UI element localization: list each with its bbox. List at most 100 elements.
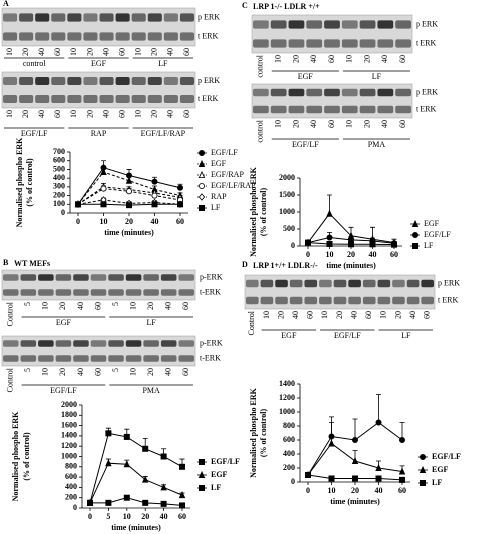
blot-band	[83, 95, 98, 103]
blot-band	[260, 279, 274, 288]
blot-band	[55, 355, 72, 362]
legend-label: LF	[211, 483, 221, 492]
lane-label: 20	[291, 55, 300, 63]
blot-band	[35, 95, 50, 103]
point	[375, 463, 382, 472]
blot-band	[55, 274, 72, 281]
lane-label: 40	[164, 368, 173, 376]
y-tick-label: 400	[65, 482, 77, 491]
blot-band	[67, 77, 82, 85]
y-tick-label: 600	[65, 472, 77, 481]
x-tick-label: 0	[306, 486, 310, 495]
x-tick-label: 20	[125, 217, 133, 226]
x-tick-label: 20	[351, 486, 359, 495]
lane-label: 40	[166, 110, 175, 118]
blot-band	[147, 77, 162, 85]
x-tick-label: 40	[160, 512, 168, 521]
legend-label: EGF	[424, 219, 440, 228]
blot	[1, 71, 196, 109]
lane-label: 60	[53, 110, 62, 118]
blot-row-label: t ERK	[198, 31, 218, 40]
blot-band	[99, 32, 114, 41]
lane-label: 60	[306, 311, 315, 319]
lane-label: Control	[6, 301, 15, 326]
lane-label: 60	[181, 368, 190, 376]
panel-label: C	[242, 1, 248, 10]
lane-label: 40	[380, 55, 389, 63]
blot-band	[90, 274, 107, 281]
blot-band	[125, 274, 142, 281]
blot-band	[395, 105, 411, 114]
blot-band	[3, 32, 18, 41]
blot-band	[108, 274, 124, 281]
point	[178, 502, 185, 509]
blot-row-label: t ERK	[438, 295, 458, 304]
x-tick-label: 10	[100, 217, 108, 226]
lane-label: 10	[41, 302, 50, 310]
y-tick-label: 1000	[279, 407, 295, 416]
lane-label: 60	[117, 48, 126, 56]
x-tick-label: 0	[76, 217, 80, 226]
blot-band	[178, 289, 194, 296]
blot-row-label: t-ERK	[200, 287, 221, 296]
y-tick-label: 1000	[279, 207, 295, 216]
blot-row-label: t ERK	[416, 38, 436, 47]
lane-label: 10	[41, 368, 50, 376]
x-tick-label: 40	[375, 486, 383, 495]
y-tick-label: 1200	[61, 441, 77, 450]
x-axis-label: time (minutes)	[104, 228, 154, 237]
y-tick-label: 1000	[61, 451, 77, 460]
blot-band	[160, 355, 177, 362]
blot-band	[131, 95, 146, 103]
lane-label: 40	[76, 302, 85, 310]
blot-band	[163, 32, 178, 41]
blot-band	[377, 279, 391, 288]
blot-band	[3, 355, 19, 362]
x-tick-label: 20	[141, 512, 149, 521]
blot-band	[253, 39, 269, 48]
lane-label: 40	[76, 368, 85, 376]
group-label: LF	[158, 59, 168, 68]
point	[375, 475, 382, 482]
y-axis-label: (% of control)	[259, 409, 268, 458]
blot-band	[178, 340, 194, 347]
legend-marker	[198, 484, 205, 491]
blot-band	[275, 296, 288, 305]
group-label: EGF/LF	[50, 386, 77, 395]
blot-band	[324, 39, 340, 48]
blot-band	[362, 296, 376, 305]
blot-band	[51, 13, 66, 22]
point	[125, 176, 133, 184]
lane-label: 10	[128, 368, 137, 376]
blot-band	[246, 296, 259, 305]
blot-band	[275, 279, 288, 288]
lane-label: 10	[345, 120, 354, 128]
blot-band	[73, 340, 89, 347]
point	[369, 241, 376, 248]
legend-marker	[419, 479, 426, 486]
lane-label: 60	[327, 120, 336, 128]
legend-marker	[411, 242, 418, 249]
point	[100, 167, 107, 176]
legend-marker	[198, 204, 205, 211]
group-label: EGF/LF	[334, 331, 361, 340]
point	[347, 241, 354, 248]
blot-row-label: t ERK	[198, 94, 218, 103]
point	[304, 471, 311, 478]
blot-band	[73, 274, 89, 281]
point	[75, 201, 82, 208]
blot-band	[306, 88, 323, 97]
blot-band	[99, 13, 114, 22]
blot-band	[99, 77, 114, 85]
y-tick-label: 800	[283, 421, 295, 430]
lane-label: 60	[327, 55, 336, 63]
point	[123, 460, 131, 468]
blot-band	[179, 13, 194, 22]
blot-row-label: t-ERK	[200, 353, 221, 362]
point	[142, 499, 149, 506]
blot-band	[51, 32, 66, 41]
y-tick-label: 100	[53, 199, 65, 208]
y-tick-label: 1600	[61, 420, 77, 429]
point	[351, 436, 358, 443]
